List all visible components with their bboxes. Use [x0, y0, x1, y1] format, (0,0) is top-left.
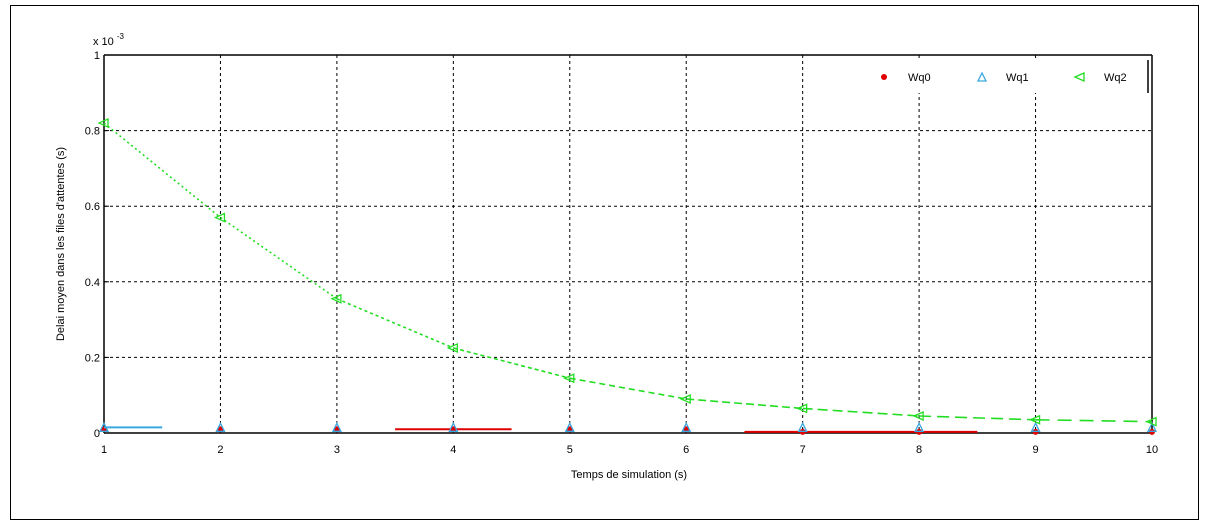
data-point [98, 421, 110, 432]
series-line-segment [103, 122, 221, 219]
data-point [914, 421, 925, 432]
data-point [679, 393, 691, 404]
x-tick-label: 1 [101, 444, 107, 456]
series-line-segment [453, 347, 570, 379]
data-point [1145, 416, 1157, 427]
series-line-segment [1035, 418, 1153, 423]
series-Wq1 [98, 421, 1158, 432]
series-line-segment [686, 398, 803, 410]
x-tick-label: 3 [334, 444, 340, 456]
data-point [446, 342, 458, 353]
data-point [912, 410, 924, 421]
y-axis-label: Delai moyen dans les files d'attentes (s… [55, 147, 67, 341]
y-exponent-label: x 10 -3 [93, 32, 125, 48]
legend-box [858, 60, 1148, 93]
y-tick-label: 0 [94, 428, 100, 440]
y-tick-label: 0.4 [85, 277, 100, 289]
series-line-segment [336, 298, 454, 349]
axes [103, 54, 1153, 434]
series-line-segment [919, 415, 1036, 421]
grid-lines [104, 55, 1152, 433]
data-point [1028, 414, 1041, 425]
figure-frame [10, 5, 1199, 520]
legend-marker-Wq1 [976, 71, 988, 82]
data-point [564, 421, 575, 432]
legend-label-Wq2: Wq2 [1104, 72, 1127, 84]
legend-marker-Wq2 [1073, 71, 1085, 83]
series-line-segment [569, 377, 687, 400]
x-tick-label: 6 [683, 444, 689, 456]
x-tick-label: 9 [1032, 444, 1038, 456]
legend-marker-Wq0 [881, 74, 887, 80]
y-tick-label: 0.8 [85, 126, 100, 138]
legend: Wq0 Wq1 Wq2 [858, 60, 1149, 93]
y-tick-label: 0.6 [85, 201, 100, 213]
data-point [797, 421, 808, 432]
series-Wq2 [97, 118, 1157, 427]
legend-label-Wq0: Wq0 [908, 72, 931, 84]
data-point [1030, 421, 1041, 432]
data-point [448, 421, 459, 432]
x-tick-label: 5 [567, 444, 573, 456]
y-tick-label: 0.2 [85, 352, 100, 364]
series-line-segment [219, 216, 338, 300]
x-tick-label: 10 [1146, 444, 1158, 456]
data-point [1146, 421, 1158, 432]
x-tick-label: 4 [450, 444, 456, 456]
x-axis-label: Temps de simulation (s) [571, 469, 687, 481]
data-point [213, 212, 226, 223]
data-point [330, 293, 342, 304]
data-point [331, 421, 342, 432]
data-point [97, 118, 109, 129]
x-tick-label: 8 [916, 444, 922, 456]
x-tick-label: 7 [800, 444, 806, 456]
data-point [215, 421, 226, 432]
y-tick-label: 1 [94, 50, 100, 62]
tick-labels: 1 2 3 4 5 6 7 8 9 10 0 0.2 0.4 0.6 0.8 1 [85, 50, 1158, 456]
data-point [796, 403, 808, 414]
series-line-segment [802, 407, 920, 417]
data-point [563, 373, 575, 384]
data-point [681, 421, 692, 432]
x-tick-label: 2 [217, 444, 223, 456]
legend-label-Wq1: Wq1 [1006, 72, 1029, 84]
series-layer [97, 118, 1158, 435]
